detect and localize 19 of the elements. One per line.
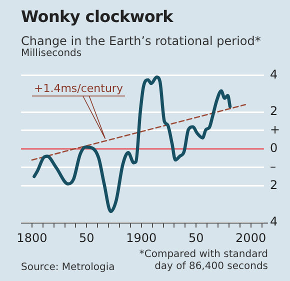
x-tick-label: 2000 xyxy=(236,230,266,245)
y-tick-label: 2 xyxy=(270,104,278,118)
y-tick-label: 0 xyxy=(270,141,278,156)
chart-subtitle: Change in the Earth’s rotational period* xyxy=(21,34,261,48)
x-tick-label: 1900 xyxy=(126,230,157,245)
chart-title: Wonky clockwork xyxy=(21,7,173,26)
y-axis-title: Milliseconds xyxy=(21,48,82,59)
x-tick-label: 50 xyxy=(188,230,204,245)
source-note: Source: Metrologia xyxy=(21,262,115,273)
x-tick-label: 1800 xyxy=(16,230,48,245)
y-tick-label: 4 xyxy=(270,214,278,229)
x-tick-label: 50 xyxy=(79,230,94,245)
y-tick-label: 4 xyxy=(270,67,278,82)
y-tick-label: – xyxy=(270,159,276,174)
text: *Compared with standard day of 86,400 seconds xyxy=(138,249,268,273)
y-tick-label: + xyxy=(270,122,280,137)
annotation: +1.4ms/century xyxy=(34,82,124,95)
line-series xyxy=(32,75,232,214)
y-tick-label: 2 xyxy=(270,178,278,192)
